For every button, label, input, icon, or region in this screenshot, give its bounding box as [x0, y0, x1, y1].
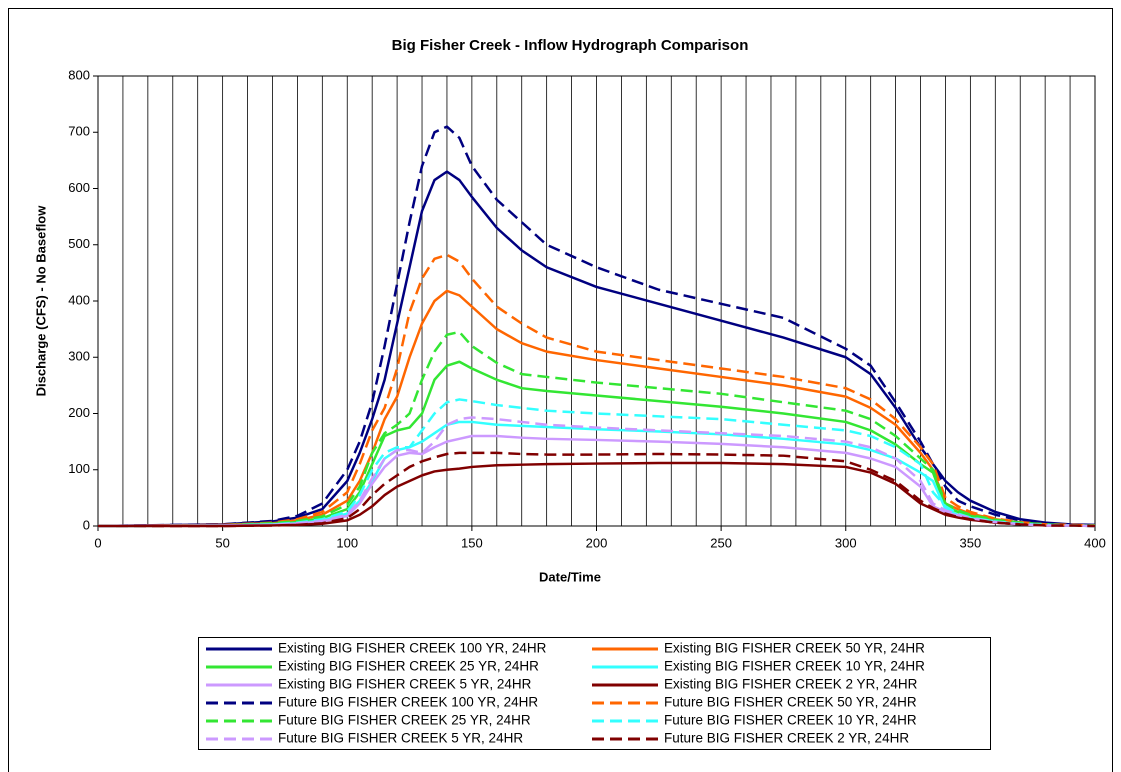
legend-label: Existing BIG FISHER CREEK 100 YR, 24HR — [278, 641, 547, 656]
series-line — [98, 451, 1096, 528]
legend-label: Existing BIG FISHER CREEK 2 YR, 24HR — [664, 677, 918, 692]
y-tick-label: 400 — [68, 292, 90, 307]
x-tick-label: 250 — [710, 535, 732, 550]
legend-label: Future BIG FISHER CREEK 10 YR, 24HR — [664, 713, 917, 728]
legend-label: Future BIG FISHER CREEK 50 YR, 24HR — [664, 695, 917, 710]
y-tick-label: 0 — [83, 517, 90, 532]
y-axis-label: Discharge (CFS) - No Baseflow — [33, 205, 48, 397]
y-tick-label: 500 — [68, 236, 90, 251]
legend — [198, 637, 991, 750]
legend-label: Existing BIG FISHER CREEK 50 YR, 24HR — [664, 641, 925, 656]
chart-title: Big Fisher Creek - Inflow Hydrograph Com… — [392, 37, 749, 54]
y-tick-label: 200 — [68, 405, 90, 420]
series-line — [97, 170, 1096, 528]
y-tick-label: 600 — [68, 180, 90, 195]
legend-label: Future BIG FISHER CREEK 2 YR, 24HR — [664, 731, 909, 746]
x-tick-label: 350 — [960, 535, 982, 550]
series-line — [97, 253, 1096, 528]
series-line — [97, 330, 1095, 528]
legend-label: Future BIG FISHER CREEK 100 YR, 24HR — [278, 695, 538, 710]
y-tick-label: 300 — [68, 349, 90, 364]
legend-label: Future BIG FISHER CREEK 5 YR, 24HR — [278, 731, 523, 746]
legend-label: Existing BIG FISHER CREEK 25 YR, 24HR — [278, 659, 539, 674]
y-tick-label: 700 — [68, 124, 90, 139]
x-tick-label: 100 — [336, 535, 358, 550]
x-tick-label: 400 — [1084, 535, 1106, 550]
legend-label: Existing BIG FISHER CREEK 10 YR, 24HR — [664, 659, 925, 674]
legend-label: Future BIG FISHER CREEK 25 YR, 24HR — [278, 713, 531, 728]
series-line — [97, 416, 1096, 528]
x-axis-label: Date/Time — [539, 569, 601, 584]
y-tick-label: 100 — [68, 461, 90, 476]
plot-border — [97, 75, 1096, 527]
legend-label: Existing BIG FISHER CREEK 5 YR, 24HR — [278, 677, 532, 692]
x-tick-label: 0 — [94, 535, 101, 550]
x-tick-label: 50 — [215, 535, 229, 550]
series-line — [97, 360, 1095, 528]
x-tick-label: 300 — [835, 535, 857, 550]
series-line — [97, 125, 1096, 528]
y-tick-label: 800 — [68, 67, 90, 82]
series-line — [98, 461, 1096, 528]
x-tick-label: 200 — [586, 535, 608, 550]
x-tick-label: 150 — [461, 535, 483, 550]
